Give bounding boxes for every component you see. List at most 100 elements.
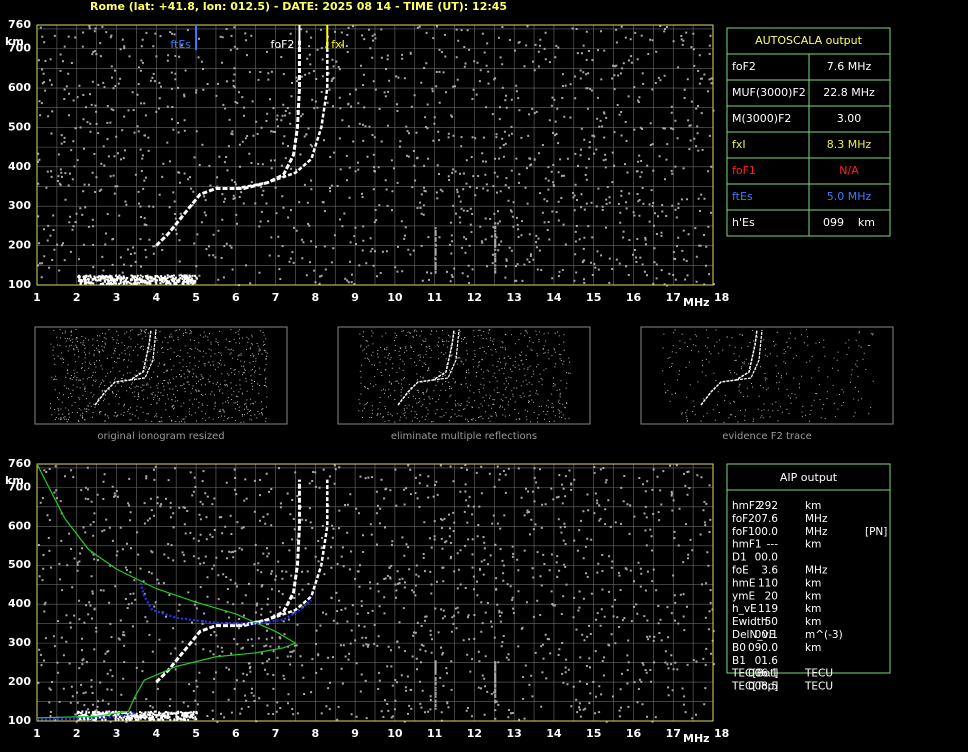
aip-cell: 119 [758, 603, 778, 615]
x-tick-label: 17 [666, 291, 681, 304]
aip-cell: D1 [732, 552, 747, 564]
x-tick-label: 3 [113, 727, 121, 740]
aip-cell: 50 [765, 616, 778, 628]
x-tick-label: 7 [272, 291, 280, 304]
param-name: h'Es [732, 216, 755, 229]
param-value: N/A [839, 164, 859, 177]
x-tick-label: 8 [312, 727, 320, 740]
x-tick-label: 8 [312, 291, 320, 304]
aip-cell: 07.6 [755, 513, 779, 525]
aip-cell: km [805, 603, 821, 615]
aip-cell: hmF2 [732, 500, 762, 512]
y-tick-label: 500 [8, 558, 31, 571]
aip-cell: B0 [732, 642, 746, 654]
y-tick-label: 100 [8, 278, 31, 291]
x-tick-label: 15 [586, 291, 601, 304]
x-trace [235, 40, 329, 190]
aip-frame [726, 463, 891, 674]
aip-cell: 00.1 [755, 629, 778, 641]
aip-cell: km [805, 642, 821, 654]
x-tick-label: 9 [351, 291, 359, 304]
x-tick-label: 6 [232, 291, 240, 304]
y-tick-label: 300 [8, 199, 31, 212]
aip-cell: DelN_vE [732, 629, 775, 641]
x-tick-label: 13 [507, 727, 522, 740]
aip-cell: 090.0 [748, 642, 778, 654]
aip-cell: km [805, 500, 821, 512]
thumb-frame [34, 326, 288, 425]
real-height [36, 712, 135, 721]
aip-cell: [PN] [865, 526, 887, 538]
aip-cell: ymE [732, 590, 755, 602]
param-name: foF2 [732, 60, 756, 73]
aip-cell: km [805, 577, 821, 589]
o-trace [155, 479, 301, 684]
thumb-frame [640, 326, 894, 425]
y-unit: km [5, 474, 24, 487]
grid [36, 25, 714, 286]
aip-cell: 006.1 [748, 668, 778, 680]
model-profile [36, 463, 297, 719]
x-tick-label: 3 [113, 291, 121, 304]
x-tick-label: 1 [33, 727, 41, 740]
aip-cell: 01.6 [755, 655, 779, 667]
aip-title: AIP output [780, 471, 838, 484]
y-tick-label: 400 [8, 597, 31, 610]
table-title: AUTOSCALA output [755, 34, 863, 47]
param-value: 099 km [823, 216, 875, 229]
aip-cell: foE [732, 565, 749, 577]
y-tick-label: 100 [8, 714, 31, 727]
aip-cell: km [805, 539, 821, 551]
x-tick-label: 9 [351, 727, 359, 740]
x-tick-label: 17 [666, 727, 681, 740]
x-tick-label: 12 [467, 291, 482, 304]
x-tick-label: 12 [467, 727, 482, 740]
x-tick-label: 16 [626, 727, 642, 740]
x-tick-label: 13 [507, 291, 522, 304]
thumb-trace [129, 329, 157, 381]
y-tick-label: 700 [8, 480, 31, 493]
aip-cell: TEC[Bot] [731, 668, 778, 680]
aip-cell: 292 [758, 500, 778, 512]
x-tick-label: 7 [272, 727, 280, 740]
param-value: 8.3 MHz [827, 138, 872, 151]
o-trace [155, 40, 301, 247]
x-tick-label: 10 [387, 291, 403, 304]
aip-cell: TECU [804, 668, 833, 680]
x-tick-label: 15 [586, 727, 601, 740]
aip-cell: 00.0 [755, 526, 778, 538]
param-name: MUF(3000)F2 [732, 86, 806, 99]
param-value: 7.6 MHz [827, 60, 872, 73]
x-tick-label: 2 [73, 727, 81, 740]
aip-cell: 110 [758, 577, 778, 589]
y-tick-label: 400 [8, 160, 31, 173]
param-value: 5.0 MHz [827, 190, 872, 203]
aip-cell: Ewidth [732, 616, 768, 628]
noise [37, 464, 715, 723]
x-tick-label: 11 [427, 291, 442, 304]
thumb-caption: evidence F2 trace [722, 431, 812, 442]
x-tick-label: 1 [33, 291, 41, 304]
marker-label: foF2 [271, 38, 295, 51]
frame [36, 463, 714, 722]
aip-cell: hmF1 [732, 539, 762, 551]
aip-cell: MHz [805, 526, 828, 538]
param-name: fxI [732, 138, 746, 151]
y-tick-label: 500 [8, 120, 31, 133]
x-tick-label: 2 [73, 291, 81, 304]
aip-cell: MHz [805, 513, 828, 525]
marker-label: fxI [331, 38, 345, 51]
y-tick-label: 600 [8, 519, 31, 532]
x-tick-label: 5 [192, 291, 200, 304]
header: Rome (lat: +41.8, lon: 012.5) - DATE: 20… [90, 0, 507, 13]
x-trace [235, 479, 329, 627]
x-tick-label: 14 [546, 727, 562, 740]
aip-cell: TEC[Top] [731, 681, 778, 693]
param-name: foF1 [732, 164, 756, 177]
x-tick-label: 4 [152, 727, 160, 740]
aip-cell: m^(-3) [805, 629, 843, 641]
thumb-frame [337, 326, 591, 425]
aip-cell: B1 [732, 655, 746, 667]
